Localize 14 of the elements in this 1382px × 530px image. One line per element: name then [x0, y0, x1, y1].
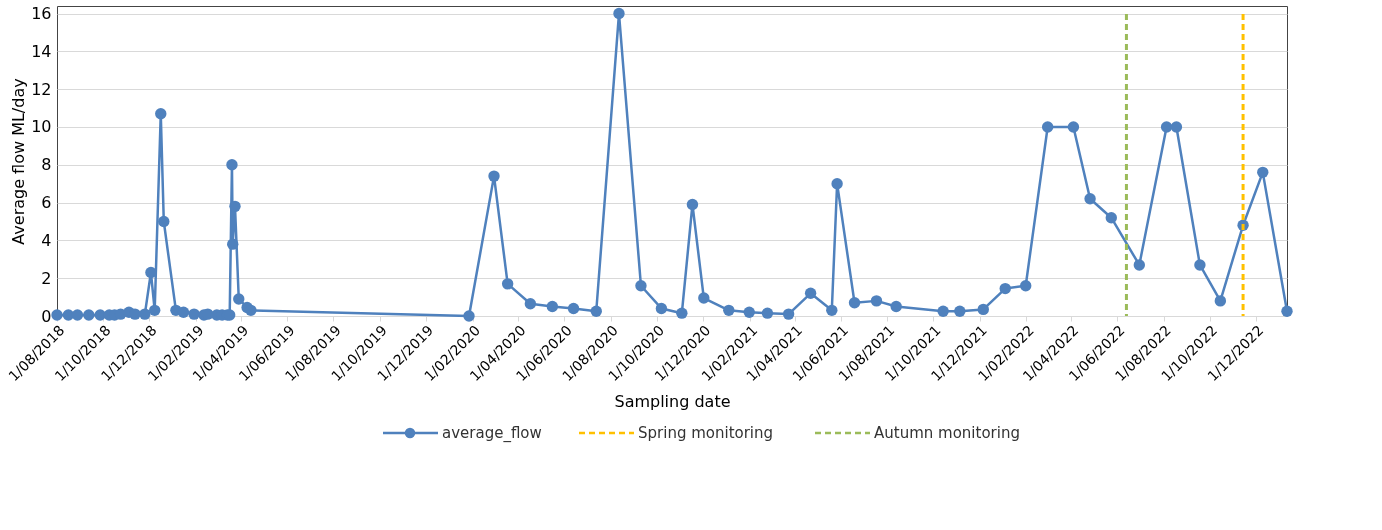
- y-tick-label: 0: [41, 306, 52, 326]
- y-tick-label: 8: [41, 155, 52, 175]
- legend-label: average_flow: [442, 424, 542, 443]
- y-tick-label: 4: [41, 230, 52, 250]
- legend-label: Spring monitoring: [638, 424, 774, 442]
- x-axis-title: Sampling date: [614, 392, 731, 412]
- y-axis-title: Average flow ML/day: [9, 78, 29, 245]
- y-tick-label: 10: [31, 117, 52, 137]
- y-tick-label: 14: [31, 41, 52, 61]
- y-tick-label: 6: [41, 193, 52, 213]
- y-tick-label: 16: [31, 4, 52, 24]
- y-tick-label: 2: [41, 268, 52, 288]
- y-tick-label: 12: [31, 79, 52, 99]
- legend-label: Autumn monitoring: [874, 424, 1020, 442]
